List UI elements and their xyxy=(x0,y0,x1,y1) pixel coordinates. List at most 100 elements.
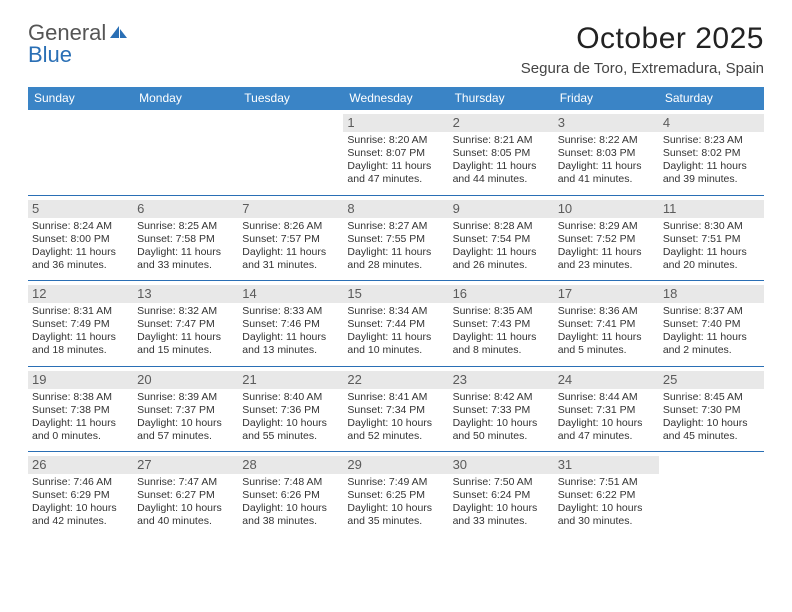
dl1-line: Daylight: 11 hours xyxy=(558,160,653,173)
dl2-line: and 35 minutes. xyxy=(347,515,442,528)
dl2-line: and 23 minutes. xyxy=(558,259,653,272)
dl2-line: and 42 minutes. xyxy=(32,515,127,528)
dl1-line: Daylight: 11 hours xyxy=(347,331,442,344)
day-cell: 24Sunrise: 8:44 AMSunset: 7:31 PMDayligh… xyxy=(554,367,659,452)
dl1-line: Daylight: 11 hours xyxy=(558,331,653,344)
day-number: 2 xyxy=(449,114,554,132)
day-number: 3 xyxy=(554,114,659,132)
day-number: 31 xyxy=(554,456,659,474)
day-number: 30 xyxy=(449,456,554,474)
calendar: Sunday Monday Tuesday Wednesday Thursday… xyxy=(28,87,764,537)
day-info: Sunrise: 8:27 AMSunset: 7:55 PMDaylight:… xyxy=(347,220,442,273)
sunrise-line: Sunrise: 8:38 AM xyxy=(32,391,127,404)
day-info: Sunrise: 8:29 AMSunset: 7:52 PMDaylight:… xyxy=(558,220,653,273)
sunrise-line: Sunrise: 7:47 AM xyxy=(137,476,232,489)
sunrise-line: Sunrise: 8:31 AM xyxy=(32,305,127,318)
dl2-line: and 47 minutes. xyxy=(558,430,653,443)
sunrise-line: Sunrise: 8:33 AM xyxy=(242,305,337,318)
dl1-line: Daylight: 11 hours xyxy=(137,331,232,344)
dl2-line: and 0 minutes. xyxy=(32,430,127,443)
sunrise-line: Sunrise: 8:40 AM xyxy=(242,391,337,404)
day-cell: 17Sunrise: 8:36 AMSunset: 7:41 PMDayligh… xyxy=(554,281,659,366)
day-number: 9 xyxy=(449,200,554,218)
day-cell xyxy=(28,110,133,195)
day-cell: 28Sunrise: 7:48 AMSunset: 6:26 PMDayligh… xyxy=(238,452,343,537)
dow-saturday: Saturday xyxy=(659,87,764,110)
sunrise-line: Sunrise: 8:25 AM xyxy=(137,220,232,233)
sunrise-line: Sunrise: 8:24 AM xyxy=(32,220,127,233)
sunset-line: Sunset: 6:29 PM xyxy=(32,489,127,502)
day-number: 18 xyxy=(659,285,764,303)
sunrise-line: Sunrise: 7:50 AM xyxy=(453,476,548,489)
day-number: 20 xyxy=(133,371,238,389)
sunrise-line: Sunrise: 8:23 AM xyxy=(663,134,758,147)
day-info: Sunrise: 8:28 AMSunset: 7:54 PMDaylight:… xyxy=(453,220,548,273)
sunset-line: Sunset: 6:24 PM xyxy=(453,489,548,502)
dl1-line: Daylight: 10 hours xyxy=(32,502,127,515)
sunrise-line: Sunrise: 8:20 AM xyxy=(347,134,442,147)
sunset-line: Sunset: 7:44 PM xyxy=(347,318,442,331)
dl1-line: Daylight: 10 hours xyxy=(453,502,548,515)
sunset-line: Sunset: 6:27 PM xyxy=(137,489,232,502)
day-info: Sunrise: 8:22 AMSunset: 8:03 PMDaylight:… xyxy=(558,134,653,187)
day-cell: 14Sunrise: 8:33 AMSunset: 7:46 PMDayligh… xyxy=(238,281,343,366)
sunrise-line: Sunrise: 8:30 AM xyxy=(663,220,758,233)
sunset-line: Sunset: 6:26 PM xyxy=(242,489,337,502)
sunset-line: Sunset: 7:43 PM xyxy=(453,318,548,331)
dl2-line: and 40 minutes. xyxy=(137,515,232,528)
day-cell: 23Sunrise: 8:42 AMSunset: 7:33 PMDayligh… xyxy=(449,367,554,452)
day-number: 13 xyxy=(133,285,238,303)
sunset-line: Sunset: 6:25 PM xyxy=(347,489,442,502)
header: GeneralBlue October 2025 Segura de Toro,… xyxy=(28,22,764,77)
day-info: Sunrise: 8:37 AMSunset: 7:40 PMDaylight:… xyxy=(663,305,758,358)
dl1-line: Daylight: 10 hours xyxy=(137,502,232,515)
sunset-line: Sunset: 7:58 PM xyxy=(137,233,232,246)
day-cell: 13Sunrise: 8:32 AMSunset: 7:47 PMDayligh… xyxy=(133,281,238,366)
day-cell xyxy=(238,110,343,195)
day-info: Sunrise: 8:23 AMSunset: 8:02 PMDaylight:… xyxy=(663,134,758,187)
dl1-line: Daylight: 10 hours xyxy=(242,417,337,430)
day-number: 24 xyxy=(554,371,659,389)
day-number: 15 xyxy=(343,285,448,303)
day-info: Sunrise: 8:36 AMSunset: 7:41 PMDaylight:… xyxy=(558,305,653,358)
dl2-line: and 45 minutes. xyxy=(663,430,758,443)
day-cell xyxy=(659,452,764,537)
day-cell: 20Sunrise: 8:39 AMSunset: 7:37 PMDayligh… xyxy=(133,367,238,452)
day-cell: 8Sunrise: 8:27 AMSunset: 7:55 PMDaylight… xyxy=(343,196,448,281)
sunrise-line: Sunrise: 8:37 AM xyxy=(663,305,758,318)
day-number: 26 xyxy=(28,456,133,474)
dow-thursday: Thursday xyxy=(449,87,554,110)
day-info: Sunrise: 7:46 AMSunset: 6:29 PMDaylight:… xyxy=(32,476,127,529)
sunset-line: Sunset: 7:37 PM xyxy=(137,404,232,417)
dl2-line: and 26 minutes. xyxy=(453,259,548,272)
dl1-line: Daylight: 11 hours xyxy=(347,160,442,173)
day-number: 7 xyxy=(238,200,343,218)
dl2-line: and 30 minutes. xyxy=(558,515,653,528)
dow-tuesday: Tuesday xyxy=(238,87,343,110)
dl1-line: Daylight: 11 hours xyxy=(32,246,127,259)
day-cell: 2Sunrise: 8:21 AMSunset: 8:05 PMDaylight… xyxy=(449,110,554,195)
week-row: 5Sunrise: 8:24 AMSunset: 8:00 PMDaylight… xyxy=(28,196,764,282)
dl1-line: Daylight: 11 hours xyxy=(663,160,758,173)
sunrise-line: Sunrise: 8:36 AM xyxy=(558,305,653,318)
dl1-line: Daylight: 11 hours xyxy=(242,246,337,259)
sunrise-line: Sunrise: 8:44 AM xyxy=(558,391,653,404)
day-number: 29 xyxy=(343,456,448,474)
dow-monday: Monday xyxy=(133,87,238,110)
sunset-line: Sunset: 7:30 PM xyxy=(663,404,758,417)
sunset-line: Sunset: 7:36 PM xyxy=(242,404,337,417)
dl2-line: and 2 minutes. xyxy=(663,344,758,357)
location-label: Segura de Toro, Extremadura, Spain xyxy=(521,60,764,77)
sunset-line: Sunset: 7:38 PM xyxy=(32,404,127,417)
dow-wednesday: Wednesday xyxy=(343,87,448,110)
day-info: Sunrise: 8:34 AMSunset: 7:44 PMDaylight:… xyxy=(347,305,442,358)
dow-sunday: Sunday xyxy=(28,87,133,110)
day-number: 6 xyxy=(133,200,238,218)
sunset-line: Sunset: 8:02 PM xyxy=(663,147,758,160)
sunrise-line: Sunrise: 8:29 AM xyxy=(558,220,653,233)
dl1-line: Daylight: 10 hours xyxy=(347,502,442,515)
day-info: Sunrise: 8:20 AMSunset: 8:07 PMDaylight:… xyxy=(347,134,442,187)
week-row: 26 Sunrise: 7:46 AMSunset: 6:29 PMDayligh… xyxy=(28,452,764,537)
day-info: Sunrise: 8:30 AMSunset: 7:51 PMDaylight:… xyxy=(663,220,758,273)
day-info: Sunrise: 7:49 AMSunset: 6:25 PMDaylight:… xyxy=(347,476,442,529)
